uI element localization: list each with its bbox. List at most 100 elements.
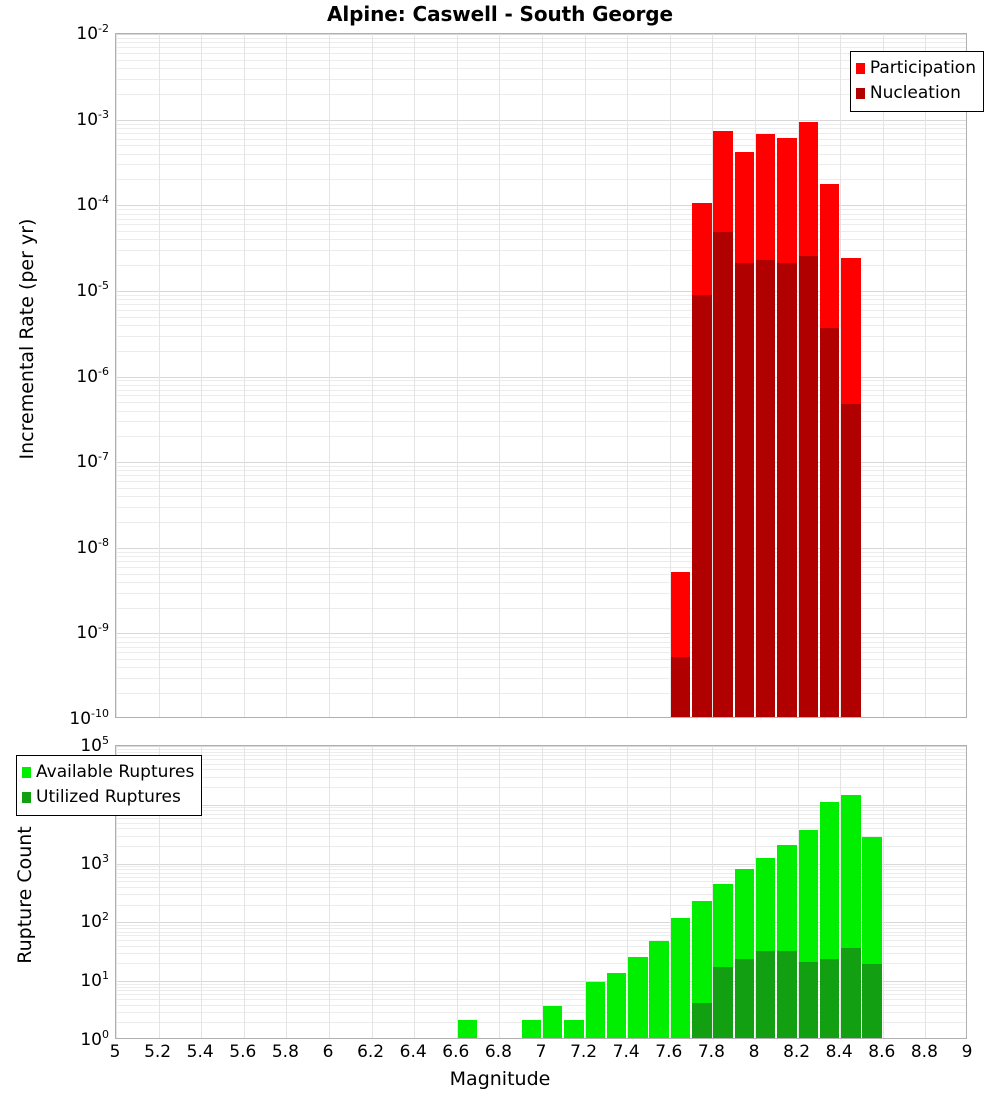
bars-incremental-rate bbox=[116, 34, 966, 717]
legend-label-participation: Participation bbox=[869, 58, 976, 78]
bar bbox=[649, 940, 669, 1038]
x-tick-label: 6.2 bbox=[357, 1042, 385, 1062]
bar-segment-lower bbox=[734, 959, 755, 1038]
legend-item-utilized-ruptures[interactable]: Utilized Ruptures bbox=[22, 785, 194, 810]
bar bbox=[734, 151, 755, 717]
x-tick-label: 5.8 bbox=[271, 1042, 299, 1062]
y-tick-label: 100 bbox=[80, 1028, 109, 1050]
utilized-ruptures-swatch-icon bbox=[22, 792, 31, 803]
bar-segment-lower bbox=[819, 327, 840, 717]
x-tick-label: 6.8 bbox=[484, 1042, 512, 1062]
bar bbox=[670, 571, 691, 717]
bar bbox=[798, 830, 818, 1038]
y-tick-label: 10-2 bbox=[76, 22, 109, 44]
bar-segment-lower bbox=[755, 259, 776, 717]
x-axis-label: Magnitude bbox=[449, 1068, 551, 1090]
chart-panel-incremental-rate bbox=[115, 33, 967, 718]
x-tick-label: 8.4 bbox=[825, 1042, 853, 1062]
bar bbox=[755, 858, 776, 1038]
y-tick-label: 10-10 bbox=[69, 707, 109, 729]
bar bbox=[734, 868, 755, 1038]
bar bbox=[670, 917, 691, 1038]
legend-incremental-rate: Participation Nucleation bbox=[849, 51, 984, 112]
legend-label-nucleation: Nucleation bbox=[869, 83, 961, 103]
bar bbox=[692, 203, 712, 717]
bar bbox=[692, 900, 712, 1038]
x-tick-label: 7.2 bbox=[570, 1042, 598, 1062]
bar-segment-lower bbox=[841, 404, 861, 717]
page-title: Alpine: Caswell - South George bbox=[327, 2, 673, 26]
legend-label-available-ruptures: Available Ruptures bbox=[36, 762, 195, 782]
x-tick-label: 6.6 bbox=[442, 1042, 470, 1062]
y-tick-label: 102 bbox=[80, 910, 109, 933]
x-tick-label: 8.2 bbox=[783, 1042, 811, 1062]
chart-panel-rupture-count bbox=[115, 745, 967, 1039]
bar-segment-lower bbox=[692, 294, 712, 717]
x-tick-label: 9 bbox=[961, 1042, 973, 1062]
y-tick-label: 10-8 bbox=[76, 535, 109, 558]
x-tick-label: 5 bbox=[109, 1042, 121, 1062]
bar bbox=[713, 130, 733, 717]
y-tick-label: 105 bbox=[80, 734, 109, 756]
x-tick-label: 6.4 bbox=[399, 1042, 427, 1062]
y-tick-label: 10-6 bbox=[76, 364, 109, 387]
bar bbox=[542, 1006, 563, 1038]
bar-segment-lower bbox=[819, 959, 840, 1038]
gridlines-count bbox=[116, 746, 966, 1038]
bar bbox=[798, 121, 818, 717]
bar bbox=[628, 956, 648, 1038]
y-axis-rate: 10-2 10-3 10-4 10-5 10-6 10-7 10-8 10-9 10-10 bbox=[47, 22, 109, 729]
x-tick-label: 6 bbox=[322, 1042, 334, 1062]
bar-segment-lower bbox=[670, 657, 691, 717]
bar-segment-lower bbox=[755, 951, 776, 1038]
bar bbox=[777, 845, 797, 1038]
bar bbox=[606, 972, 627, 1038]
y-axis-label-rate: Incremental Rate (per yr) bbox=[16, 218, 38, 460]
y-tick-label: 10-7 bbox=[76, 450, 109, 472]
nucleation-swatch-icon bbox=[855, 88, 865, 99]
legend-item-participation[interactable]: Participation bbox=[855, 56, 976, 81]
x-tick-label: 5.4 bbox=[186, 1042, 214, 1062]
x-axis-ticks: 5 5.2 5.4 5.6 5.8 6 6.2 6.4 6.6 6.8 7 7.2 7.4 7.6 7.8 8… bbox=[0, 1042, 1000, 1066]
legend-label-utilized-ruptures: Utilized Ruptures bbox=[36, 787, 181, 807]
legend-item-nucleation[interactable]: Nucleation bbox=[855, 81, 976, 106]
bar bbox=[841, 795, 861, 1038]
x-tick-label: 8 bbox=[748, 1042, 760, 1062]
bar bbox=[819, 183, 840, 717]
bar bbox=[862, 837, 882, 1038]
bar bbox=[585, 981, 605, 1038]
legend-item-available-ruptures[interactable]: Available Ruptures bbox=[22, 760, 194, 785]
bar bbox=[841, 257, 861, 717]
y-tick-label: 10-9 bbox=[76, 621, 109, 644]
bar bbox=[713, 884, 733, 1038]
legend-rupture-count: Available Ruptures Utilized Ruptures bbox=[16, 755, 203, 816]
x-tick-label: 7.4 bbox=[612, 1042, 640, 1062]
y-tick-label: 10-5 bbox=[76, 279, 109, 301]
bar bbox=[777, 137, 797, 717]
x-tick-label: 7.8 bbox=[697, 1042, 725, 1062]
bar-segment-lower bbox=[713, 232, 733, 717]
bar bbox=[457, 1020, 478, 1038]
bars-rupture-count bbox=[116, 746, 966, 1038]
bar bbox=[564, 1020, 584, 1038]
bar-segment-lower bbox=[862, 964, 882, 1038]
bar-segment-lower bbox=[692, 1002, 712, 1038]
bar-segment-lower bbox=[777, 951, 797, 1038]
y-tick-label: 101 bbox=[80, 969, 109, 992]
bar-segment-lower bbox=[798, 256, 818, 717]
bar bbox=[819, 801, 840, 1038]
gridlines-rate bbox=[116, 34, 966, 717]
bar-segment-lower bbox=[734, 263, 755, 717]
bar-segment-lower bbox=[713, 967, 733, 1038]
bar-segment-lower bbox=[777, 263, 797, 717]
y-tick-label: 10-4 bbox=[76, 193, 109, 216]
participation-swatch-icon bbox=[855, 63, 865, 74]
x-tick-label: 7 bbox=[535, 1042, 547, 1062]
x-tick-label: 7.6 bbox=[655, 1042, 683, 1062]
available-ruptures-swatch-icon bbox=[22, 767, 31, 778]
y-tick-label: 103 bbox=[80, 851, 109, 874]
x-tick-label: 8.8 bbox=[910, 1042, 938, 1062]
x-tick-label: 8.6 bbox=[868, 1042, 896, 1062]
bar-segment-lower bbox=[798, 961, 818, 1038]
